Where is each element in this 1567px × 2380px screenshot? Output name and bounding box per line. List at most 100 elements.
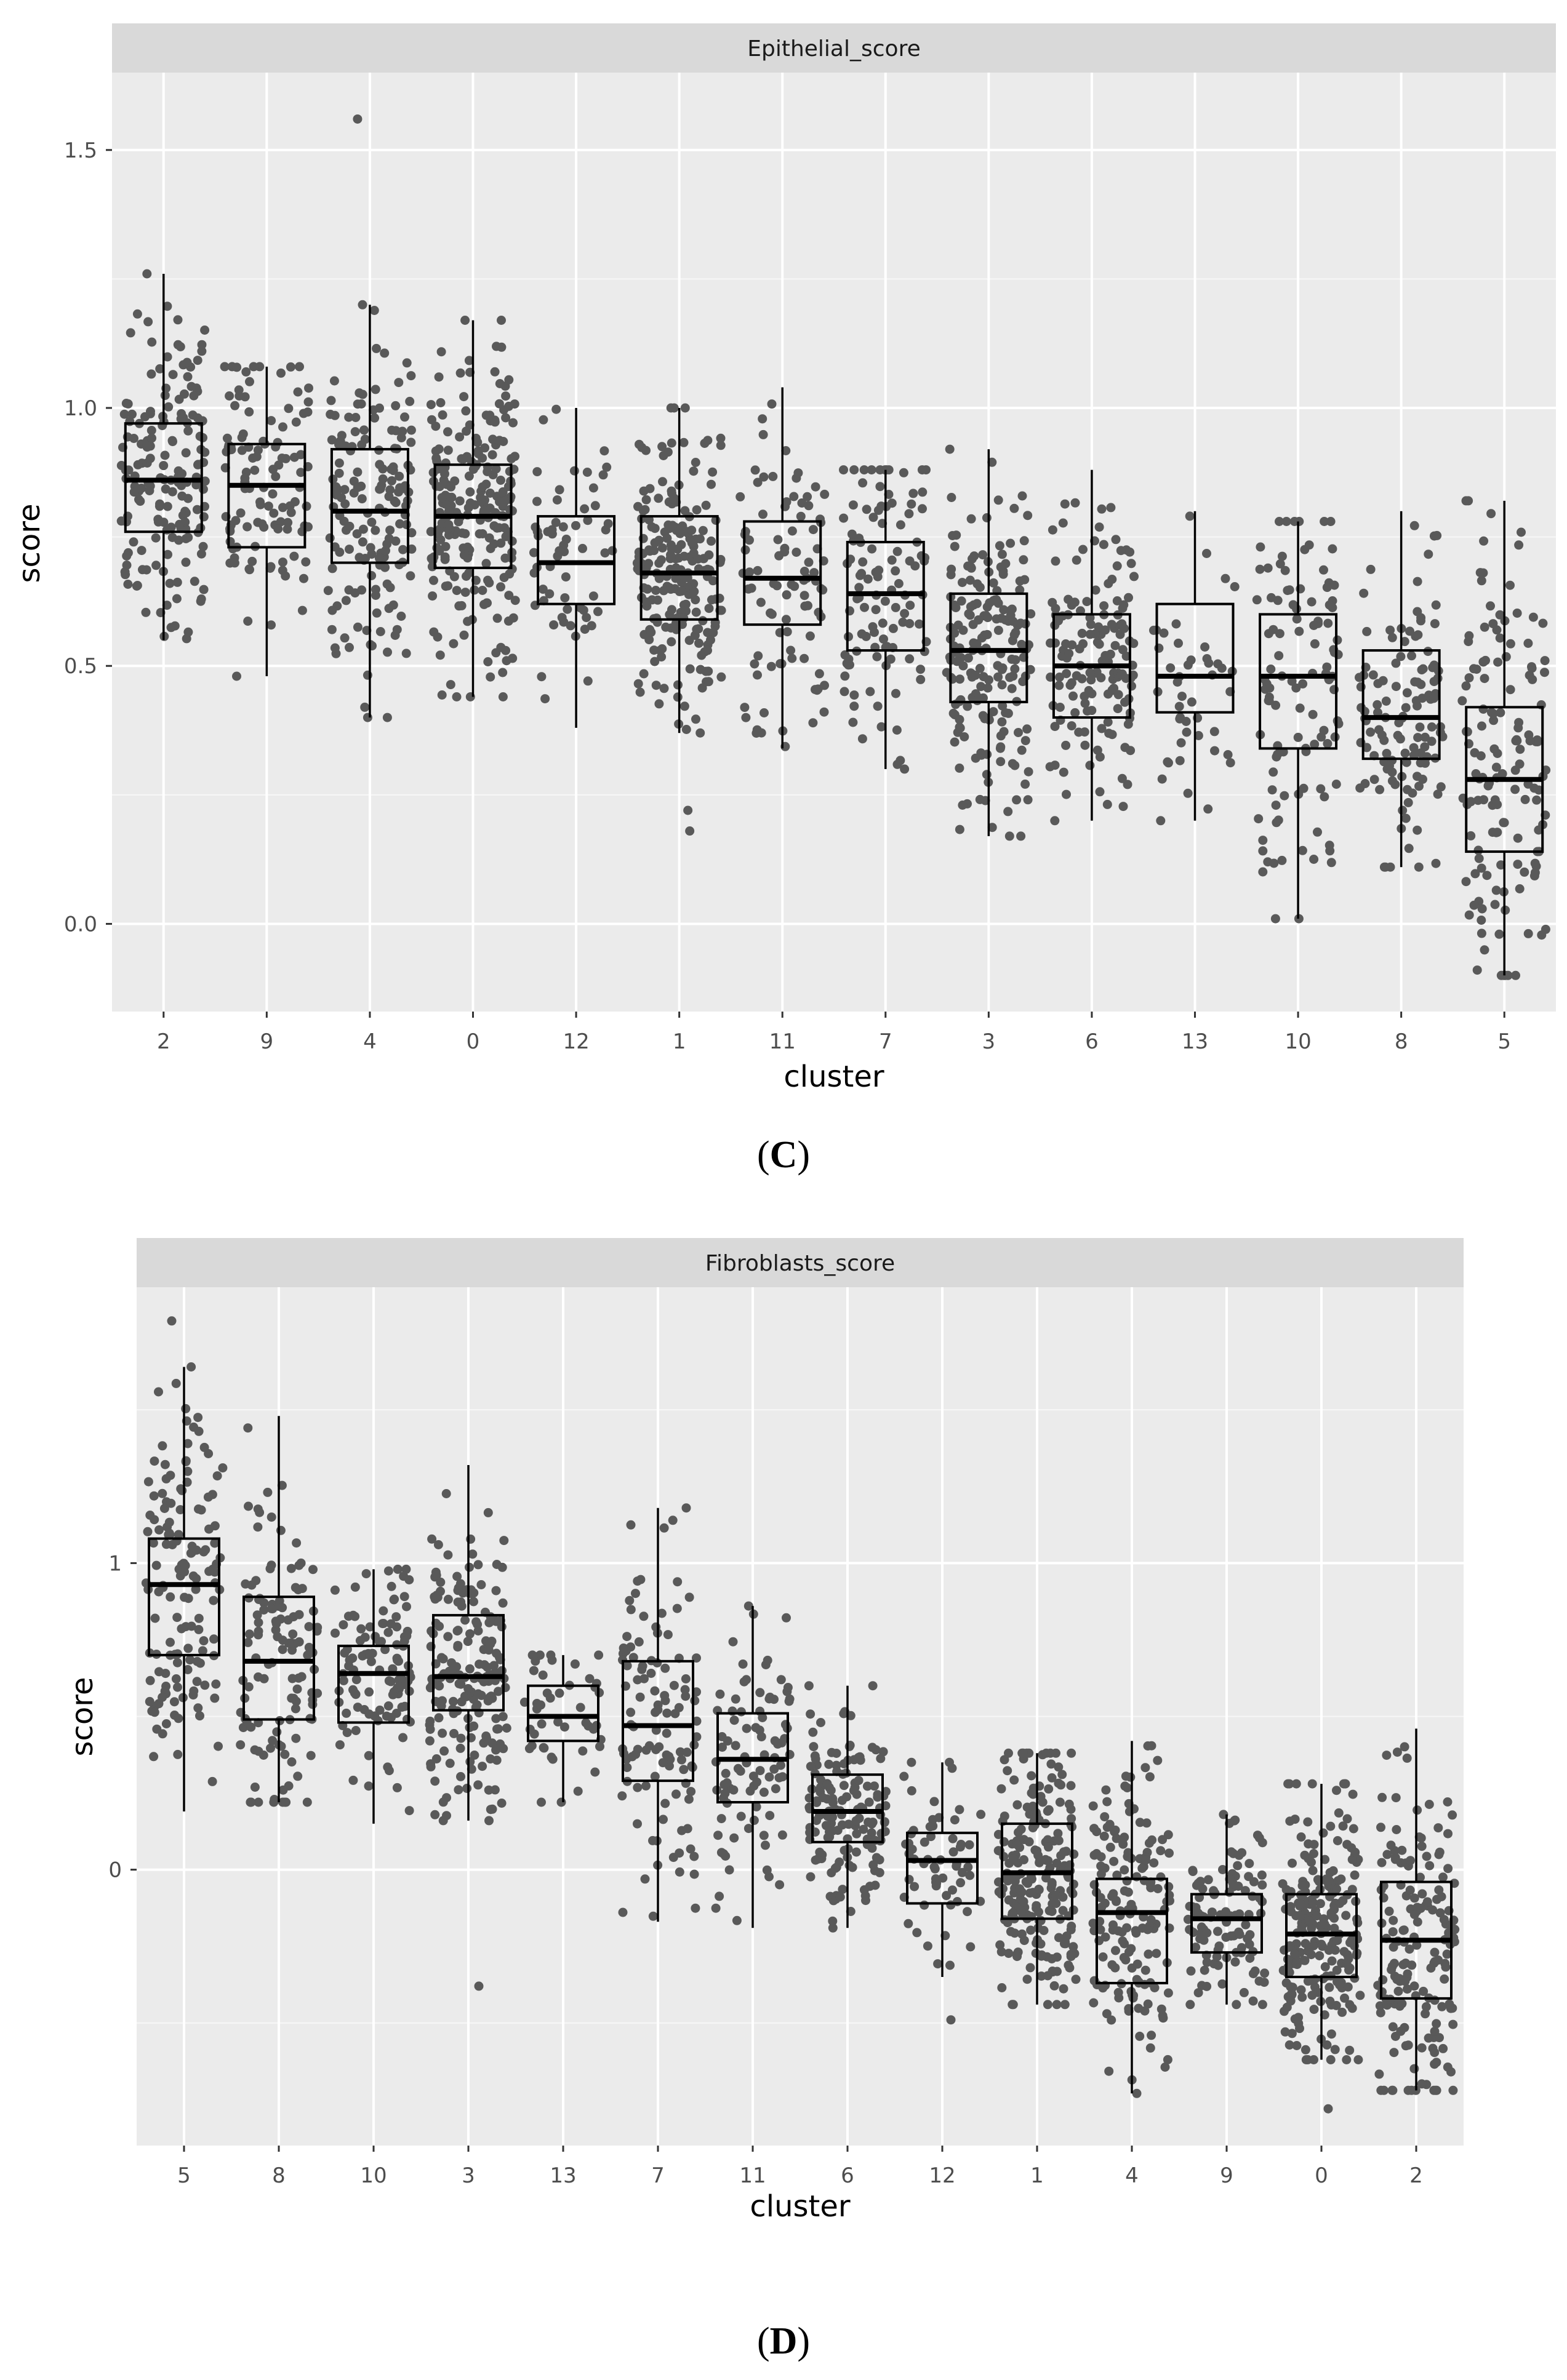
data-point (1298, 679, 1308, 689)
data-point (382, 579, 392, 589)
data-point (603, 519, 613, 529)
data-point (174, 394, 184, 404)
data-point (659, 586, 668, 596)
data-point (1477, 576, 1486, 586)
data-point (364, 1751, 374, 1760)
data-point (1368, 670, 1378, 680)
data-point (491, 464, 501, 474)
data-point (1315, 1899, 1325, 1909)
data-point (286, 362, 295, 372)
x-tick-label: 10 (1284, 1029, 1311, 1054)
data-point (1095, 752, 1105, 762)
data-point (708, 467, 718, 477)
data-point (1143, 1999, 1153, 2009)
data-point (1237, 1848, 1247, 1858)
panel-d-caption: (D) (756, 2320, 811, 2362)
outlier-point (1132, 2088, 1142, 2098)
data-point (1258, 836, 1268, 845)
data-point (478, 482, 487, 492)
data-point (857, 629, 867, 639)
data-point (1120, 1865, 1129, 1875)
data-point (1307, 1858, 1316, 1867)
data-point (192, 1677, 202, 1687)
data-point (1142, 1818, 1152, 1828)
data-point (200, 325, 210, 335)
data-point (406, 437, 416, 447)
data-point (444, 520, 454, 530)
data-point (1112, 596, 1122, 605)
data-point (849, 690, 859, 700)
data-point (1414, 781, 1424, 791)
data-point (246, 1797, 256, 1807)
data-point (1104, 579, 1113, 588)
data-point (230, 401, 240, 410)
data-point (907, 1757, 916, 1767)
data-point (774, 551, 784, 561)
data-point (273, 524, 283, 534)
data-point (498, 487, 508, 497)
data-point (1417, 2043, 1427, 2053)
data-point (1421, 2009, 1430, 2019)
data-point (626, 1605, 636, 1615)
data-point (538, 1670, 548, 1680)
data-point (1373, 700, 1382, 709)
data-point (1296, 1985, 1306, 1995)
data-point (976, 1810, 986, 1819)
data-point (752, 1777, 762, 1787)
data-point (351, 413, 361, 422)
data-point (1052, 2000, 1062, 2010)
data-point (706, 635, 715, 645)
data-point (339, 1675, 348, 1685)
data-point (287, 1693, 297, 1703)
data-point (1153, 1884, 1163, 1893)
x-tick-label: 8 (1395, 1029, 1408, 1054)
data-point (1397, 1999, 1407, 2008)
y-tick-label: 1 (108, 1551, 122, 1576)
data-point (199, 585, 209, 594)
data-point (164, 1517, 174, 1527)
data-point (1097, 724, 1107, 733)
data-point (133, 460, 143, 469)
outlier-point (474, 1981, 484, 1991)
data-point (907, 499, 916, 509)
data-point (1047, 1878, 1057, 1888)
data-point (286, 1563, 296, 1573)
data-point (372, 343, 381, 353)
data-point (1163, 2055, 1172, 2064)
data-point (145, 1511, 155, 1520)
data-point (1100, 625, 1110, 635)
data-point (716, 672, 726, 682)
box-cluster-13 (527, 1655, 599, 1802)
data-point (1135, 1818, 1145, 1827)
data-point (862, 1781, 872, 1791)
data-point (1264, 629, 1273, 639)
data-point (816, 1718, 825, 1727)
data-point (283, 517, 293, 527)
data-point (259, 522, 269, 532)
data-point (713, 1831, 723, 1840)
data-point (777, 1738, 787, 1747)
box-cluster-5 (1465, 500, 1544, 976)
data-point (1287, 676, 1297, 686)
data-point (1476, 751, 1486, 761)
data-point (1433, 1823, 1443, 1833)
data-point (449, 1696, 458, 1706)
data-point (1477, 904, 1487, 914)
data-point (677, 1755, 686, 1765)
data-point (873, 505, 883, 515)
data-point (1061, 639, 1071, 649)
data-point (674, 1703, 684, 1712)
data-point (1328, 1866, 1338, 1875)
data-point (808, 525, 818, 535)
data-point (1043, 1835, 1052, 1845)
data-point (145, 481, 155, 491)
data-point (255, 1594, 265, 1603)
data-point (657, 644, 667, 653)
data-point (1348, 1789, 1358, 1799)
data-point (1033, 1850, 1043, 1860)
data-point (1355, 783, 1365, 793)
data-point (391, 498, 401, 508)
iqr-box (227, 442, 307, 549)
data-point (1366, 727, 1376, 737)
data-point (679, 613, 689, 623)
